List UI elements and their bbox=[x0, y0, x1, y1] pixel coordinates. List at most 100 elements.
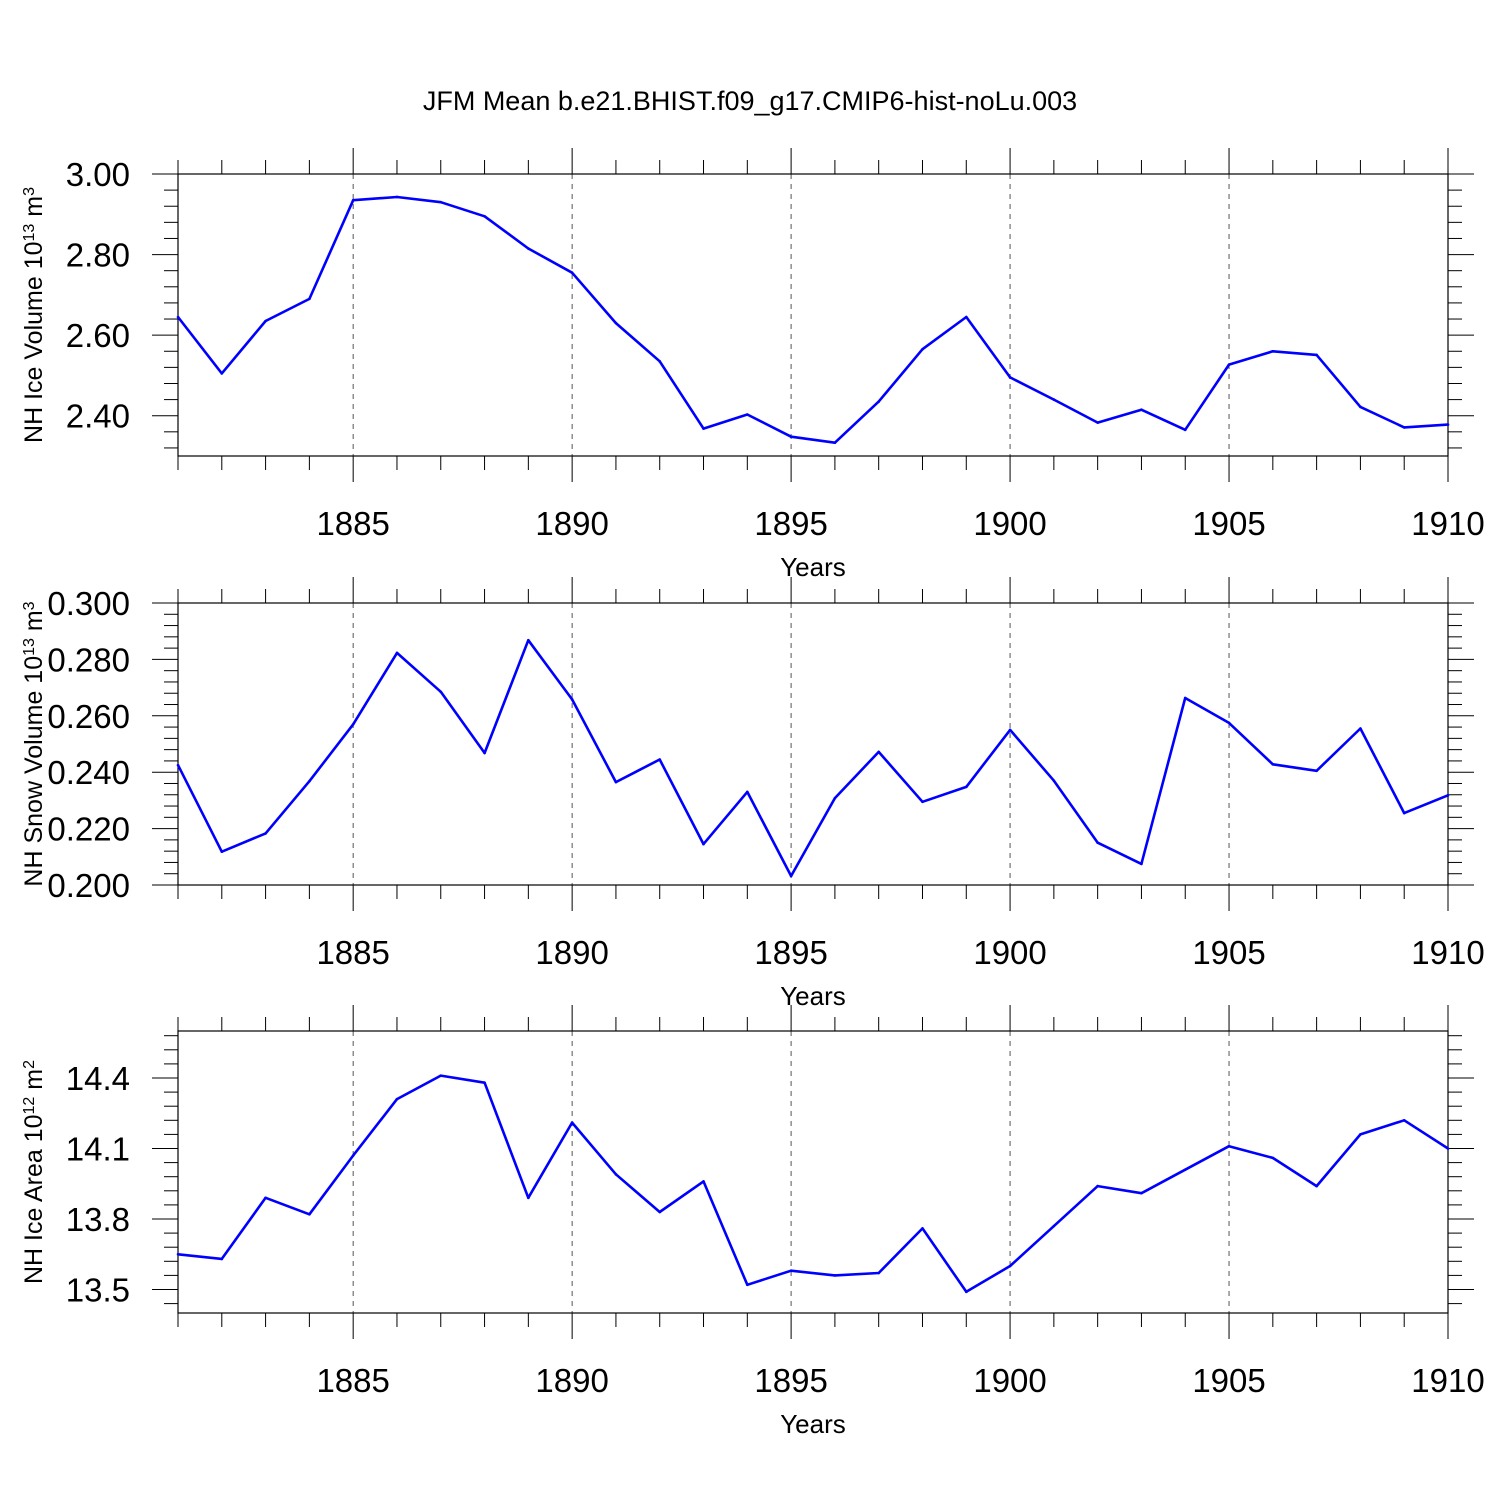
y-tick-label: 0.220 bbox=[47, 811, 130, 848]
data-point bbox=[1315, 769, 1318, 773]
data-point bbox=[1359, 405, 1362, 409]
y-tick-label: 13.8 bbox=[66, 1201, 130, 1238]
y-axis-exponent: 12 bbox=[21, 1097, 38, 1115]
data-point bbox=[527, 247, 530, 250]
y-tick-label: 2.80 bbox=[66, 237, 130, 274]
data-point bbox=[395, 651, 399, 655]
data-point bbox=[483, 215, 486, 218]
data-point bbox=[1096, 421, 1099, 424]
x-tick-label: 1895 bbox=[754, 505, 827, 542]
data-point bbox=[877, 400, 880, 403]
y-axis-title-part: NH Snow Volume 10 bbox=[20, 656, 48, 887]
y-axis-title-part: NH Ice Volume 10 bbox=[20, 241, 48, 443]
data-point bbox=[308, 297, 311, 301]
x-tick-label: 1900 bbox=[973, 1362, 1046, 1399]
y-axis-exponent: 13 bbox=[21, 638, 38, 656]
data-point bbox=[658, 360, 662, 363]
data-point bbox=[1315, 1184, 1318, 1188]
data-point bbox=[570, 698, 574, 701]
y-tick-label: 0.300 bbox=[47, 585, 130, 622]
data-point bbox=[921, 800, 924, 804]
data-point bbox=[1140, 408, 1143, 411]
data-point bbox=[439, 690, 443, 694]
data-point bbox=[264, 1196, 267, 1200]
y-tick-label: 0.200 bbox=[47, 867, 130, 904]
x-axis-title: Years bbox=[780, 1409, 846, 1439]
y-tick-label: 13.5 bbox=[66, 1272, 130, 1309]
data-point bbox=[1402, 1119, 1406, 1122]
data-point bbox=[527, 1196, 530, 1200]
data-point bbox=[658, 1210, 662, 1214]
data-point bbox=[1183, 696, 1187, 700]
y-axis-title: NH Ice Area 1012 m2 bbox=[20, 1060, 48, 1284]
y-axis-title: NH Snow Volume 1013 m3 bbox=[20, 601, 48, 886]
x-axis-title: Years bbox=[780, 981, 846, 1011]
x-tick-label: 1910 bbox=[1411, 505, 1484, 542]
y-tick-label: 14.4 bbox=[66, 1060, 130, 1097]
x-tick-label: 1890 bbox=[535, 1362, 608, 1399]
data-point bbox=[964, 315, 968, 319]
series-line bbox=[177, 1074, 1449, 1294]
data-point bbox=[439, 200, 443, 204]
data-point bbox=[1271, 349, 1275, 353]
data-point bbox=[1271, 763, 1275, 766]
data-point bbox=[746, 1283, 749, 1287]
data-point bbox=[570, 1121, 574, 1124]
x-tick-label: 1885 bbox=[316, 1362, 389, 1399]
data-point bbox=[833, 1274, 837, 1277]
data-point bbox=[702, 1180, 705, 1183]
x-tick-label: 1885 bbox=[316, 934, 389, 971]
data-point bbox=[351, 1154, 355, 1157]
data-point bbox=[1140, 1191, 1143, 1195]
x-tick-label: 1895 bbox=[754, 934, 827, 971]
panel-3: 14.4 14.1 13.8 13.5 1885 1890 1895 1900 1905 1910… bbox=[20, 1005, 1485, 1439]
x-tick-label: 1885 bbox=[316, 505, 389, 542]
y-tick-label: 14.1 bbox=[66, 1131, 130, 1168]
y-axis-title-part: m bbox=[20, 196, 48, 224]
data-point bbox=[308, 779, 311, 783]
y-axis-title-part: m bbox=[20, 610, 48, 638]
data-point bbox=[176, 315, 180, 319]
data-point bbox=[1227, 721, 1231, 725]
data-point bbox=[527, 638, 530, 642]
x-tick-label: 1900 bbox=[973, 934, 1046, 971]
data-point bbox=[614, 780, 618, 784]
y-axis-exponent: 3 bbox=[21, 187, 38, 196]
y-tick-label: 0.240 bbox=[47, 754, 130, 791]
data-point bbox=[921, 1227, 924, 1230]
data-point bbox=[614, 1173, 618, 1176]
data-point bbox=[220, 1257, 224, 1261]
x-tick-label: 1895 bbox=[754, 1362, 827, 1399]
x-tick-label: 1890 bbox=[535, 934, 608, 971]
data-point bbox=[877, 1271, 880, 1275]
y-axis-exponent: 2 bbox=[21, 1060, 38, 1069]
data-point bbox=[1227, 1144, 1231, 1148]
x-tick-label: 1910 bbox=[1411, 934, 1484, 971]
panels: 3.00 2.80 2.60 2.40 1885 1890 1895 1900 1905 1910… bbox=[20, 148, 1485, 1439]
data-point bbox=[264, 319, 267, 323]
data-point bbox=[1446, 423, 1450, 426]
data-point bbox=[877, 750, 880, 754]
x-tick-label: 1910 bbox=[1411, 1362, 1484, 1399]
data-point bbox=[1183, 1168, 1187, 1171]
plot-frame bbox=[177, 602, 1449, 886]
data-point bbox=[964, 785, 968, 789]
data-point bbox=[833, 796, 837, 800]
x-tick-label: 1905 bbox=[1192, 1362, 1265, 1399]
data-point bbox=[351, 722, 355, 726]
chart-title: JFM Mean b.e21.BHIST.f09_g17.CMIP6-hist-… bbox=[423, 86, 1077, 116]
data-point bbox=[351, 198, 355, 202]
data-point bbox=[658, 758, 662, 761]
data-point bbox=[220, 372, 224, 375]
data-point bbox=[1052, 1224, 1056, 1228]
data-point bbox=[1227, 363, 1231, 366]
data-point bbox=[833, 441, 837, 445]
data-point bbox=[1446, 794, 1450, 797]
y-tick-label: 0.260 bbox=[47, 698, 130, 735]
data-point bbox=[1359, 727, 1362, 730]
x-tick-label: 1900 bbox=[973, 505, 1046, 542]
series-line bbox=[176, 195, 1449, 445]
panel-2: 0.300 0.280 0.260 0.240 0.220 0.200 1885 1890 18… bbox=[20, 577, 1485, 1011]
data-point bbox=[1096, 1184, 1099, 1188]
data-point bbox=[1096, 841, 1099, 844]
